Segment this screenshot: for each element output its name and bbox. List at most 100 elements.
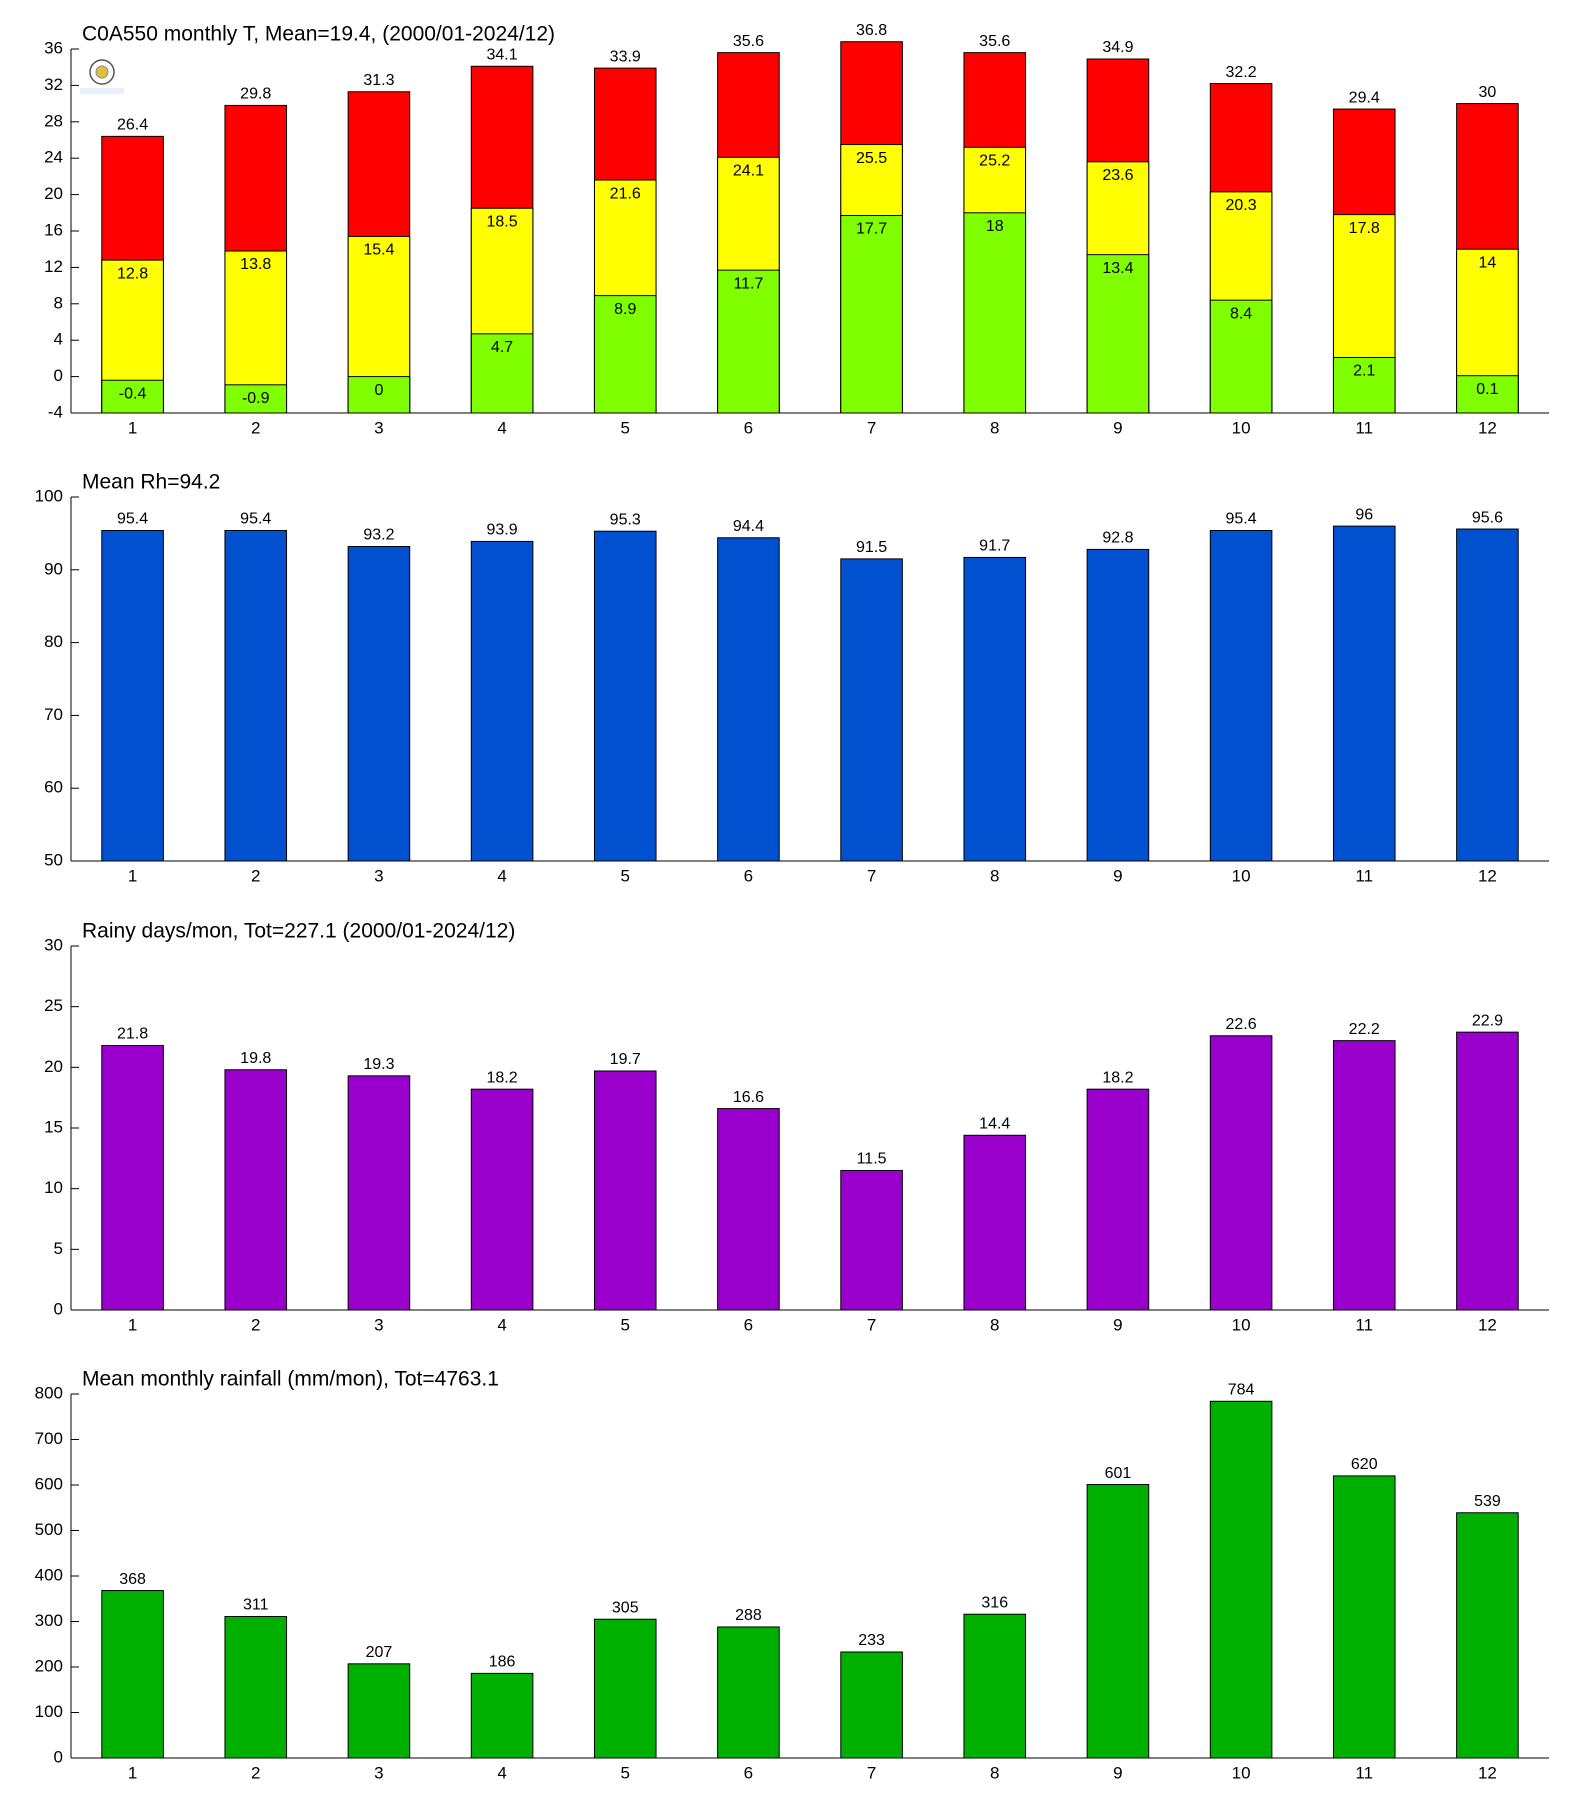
bar: [1332, 356, 1396, 414]
value-label: 18.2: [1102, 1069, 1133, 1086]
y-tick-label: 5: [54, 1239, 63, 1258]
value-label: 21.8: [117, 1026, 148, 1043]
y-tick-label: -4: [48, 402, 63, 421]
bar: [101, 529, 164, 862]
bar: [593, 530, 657, 862]
bar: [1086, 1484, 1150, 1759]
value-label: 95.4: [240, 511, 271, 528]
value-label: 18: [986, 218, 1004, 235]
bar: [1209, 1035, 1273, 1311]
value-label: 18.5: [487, 213, 518, 230]
bar: [224, 1069, 288, 1311]
y-tick-label: 30: [44, 935, 63, 954]
value-label: 30: [1479, 84, 1497, 101]
bar: [1456, 528, 1519, 862]
value-label: 16.6: [733, 1089, 764, 1106]
x-tick-label: 4: [497, 1315, 506, 1334]
value-label: 35.6: [733, 33, 764, 50]
value-label: 33.9: [610, 48, 641, 65]
bar: [347, 1075, 411, 1311]
bar: [1456, 375, 1519, 414]
value-label: 186: [489, 1654, 516, 1671]
bar: [717, 1626, 780, 1759]
x-tick-label: 6: [744, 418, 753, 437]
value-label: 305: [612, 1599, 639, 1616]
chart-title: C0A550 monthly T, Mean=19.4, (2000/01-20…: [82, 23, 555, 46]
y-tick-label: 200: [35, 1656, 63, 1675]
x-tick-label: 12: [1478, 418, 1497, 437]
chart-title: Rainy days/mon, Tot=227.1 (2000/01-2024/…: [82, 920, 515, 943]
value-label: 12.8: [117, 265, 148, 282]
x-tick-label: 8: [990, 1763, 999, 1782]
value-label: 620: [1351, 1456, 1378, 1473]
bar: [963, 1134, 1027, 1311]
value-label: 95.3: [610, 511, 641, 528]
x-tick-label: 7: [867, 866, 876, 885]
value-label: 96: [1355, 506, 1373, 523]
bar: [1456, 1031, 1519, 1311]
value-label: 19.8: [240, 1050, 271, 1067]
x-tick-label: 3: [374, 418, 383, 437]
value-label: 21.6: [610, 185, 641, 202]
x-tick-label: 2: [251, 866, 260, 885]
x-tick-label: 3: [374, 1763, 383, 1782]
value-label: 15.4: [363, 242, 394, 259]
bar: [1332, 525, 1396, 862]
value-label: 14: [1479, 254, 1497, 271]
value-label: 26.4: [117, 117, 148, 134]
y-tick-label: 20: [44, 184, 63, 203]
bar: [1209, 1400, 1273, 1759]
y-tick-label: 28: [44, 111, 63, 130]
y-tick-label: 70: [44, 705, 63, 724]
y-tick-label: 60: [44, 778, 63, 797]
value-label: 233: [858, 1632, 885, 1649]
value-label: 95.6: [1472, 509, 1503, 526]
x-tick-label: 7: [867, 1763, 876, 1782]
logo: [80, 59, 124, 94]
value-label: 784: [1228, 1381, 1255, 1398]
x-tick-label: 3: [374, 866, 383, 885]
value-label: 539: [1474, 1493, 1501, 1510]
value-label: 95.4: [117, 511, 148, 528]
value-label: 20.3: [1226, 197, 1257, 214]
y-tick-label: 4: [54, 330, 63, 349]
x-tick-label: 6: [744, 1315, 753, 1334]
y-tick-label: 700: [35, 1429, 63, 1448]
x-tick-label: 6: [744, 1763, 753, 1782]
value-label: 22.9: [1472, 1012, 1503, 1029]
x-tick-label: 2: [251, 418, 260, 437]
y-tick-label: 100: [35, 1702, 63, 1721]
logo-center: [95, 65, 109, 79]
x-tick-label: 5: [621, 418, 630, 437]
value-label: 91.5: [856, 539, 887, 556]
value-label: 4.7: [491, 339, 513, 356]
value-label: 288: [735, 1607, 762, 1624]
bar: [593, 1070, 657, 1311]
value-label: 31.3: [363, 72, 394, 89]
x-tick-label: 1: [128, 1315, 137, 1334]
value-label: 93.9: [487, 522, 518, 539]
value-label: 92.8: [1102, 530, 1133, 547]
bar: [470, 540, 534, 862]
value-label: 25.2: [979, 152, 1010, 169]
x-tick-label: 4: [497, 1763, 506, 1782]
value-label: 13.4: [1102, 260, 1133, 277]
x-tick-label: 1: [128, 866, 137, 885]
y-tick-label: 100: [35, 486, 63, 505]
value-label: 2.1: [1353, 363, 1375, 380]
x-tick-label: 8: [990, 1315, 999, 1334]
value-label: 13.8: [240, 256, 271, 273]
x-tick-label: 2: [251, 1763, 260, 1782]
value-label: 0.1: [1476, 381, 1498, 398]
y-tick-label: 20: [44, 1057, 63, 1076]
value-label: 22.2: [1349, 1021, 1380, 1038]
bar: [347, 1663, 411, 1759]
y-tick-label: 800: [35, 1383, 63, 1402]
x-tick-label: 7: [867, 1315, 876, 1334]
value-label: -0.9: [242, 390, 270, 407]
value-label: -0.4: [119, 385, 147, 402]
value-label: 23.6: [1102, 167, 1133, 184]
x-tick-label: 12: [1478, 866, 1497, 885]
value-label: 19.3: [363, 1056, 394, 1073]
